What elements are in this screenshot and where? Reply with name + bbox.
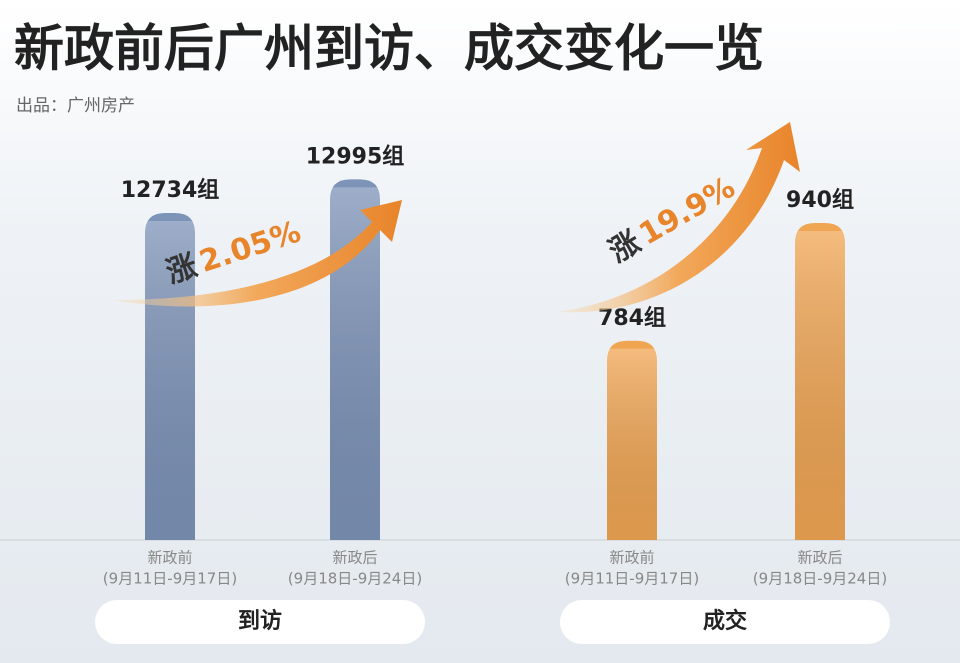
subtitle: 出品：广州房产: [16, 96, 135, 116]
value-label: 12995组: [306, 143, 405, 169]
x-tick-label: 新政后: [797, 549, 842, 567]
bar-shade: [145, 221, 195, 540]
group-label: 成交: [703, 608, 747, 634]
x-tick-label: 新政后: [332, 549, 377, 567]
value-label: 12734组: [121, 177, 220, 203]
bar-shade: [795, 231, 845, 541]
x-tick-sublabel: (9月11日-9月17日): [103, 570, 237, 588]
group-pill: [560, 600, 890, 644]
group-label: 到访: [238, 608, 282, 634]
x-tick-sublabel: (9月11日-9月17日): [565, 570, 699, 588]
trend-arrow: [112, 200, 402, 307]
x-tick-label: 新政前: [609, 549, 654, 567]
value-label: 940组: [786, 187, 854, 213]
x-tick-sublabel: (9月18日-9月24日): [753, 570, 887, 588]
title: 新政前后广州到访、成交变化一览: [14, 20, 764, 78]
trend-arrow: [556, 122, 800, 313]
group-pill: [95, 600, 425, 644]
x-tick-label: 新政前: [147, 549, 192, 567]
x-tick-sublabel: (9月18日-9月24日): [288, 570, 422, 588]
bar-shade: [607, 348, 657, 540]
